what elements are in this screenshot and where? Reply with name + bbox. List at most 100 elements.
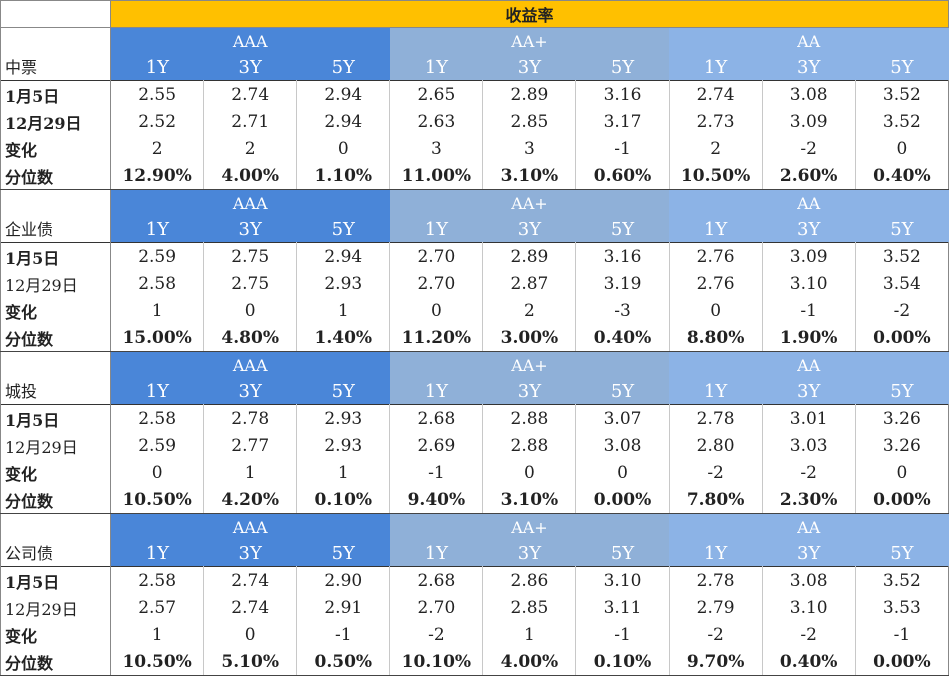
section-header-tenors: 1Y 3Y 5Y 1Y 3Y 5Y 1Y 3Y 5Y: [1, 216, 949, 243]
value-cell: 3.09: [762, 242, 856, 270]
value-cell: 0.10%: [296, 486, 391, 514]
value-cell: 2.76: [669, 270, 763, 297]
rating-group-label: AA+: [482, 513, 576, 540]
rating-group-band: [855, 351, 949, 378]
value-cell: 3.52: [855, 242, 950, 270]
rating-group-band: [296, 27, 390, 54]
tenor-label: 5Y: [575, 54, 670, 81]
value-cell: 2.74: [203, 80, 298, 108]
rating-group-label: AA+: [482, 27, 576, 54]
value-cell: 9.70%: [669, 648, 763, 676]
value-cell: -1: [575, 135, 670, 162]
row-date-current: 1月5日 2.55 2.74 2.94 2.65 2.89 3.16 2.74 3.08 3.52: [0, 80, 950, 108]
tenor-label: 3Y: [203, 54, 297, 81]
value-cell: 2.58: [110, 270, 205, 297]
value-cell: 0: [855, 459, 950, 486]
row-label: 12月29日: [0, 108, 112, 135]
tenor-label: 1Y: [669, 378, 763, 405]
tenor-label: 5Y: [575, 216, 670, 243]
section-header-groups: 中票 AAA AA+ AA: [0, 27, 949, 81]
row-label: 分位数: [0, 162, 112, 190]
value-cell: 2: [203, 135, 298, 162]
section-header-groups: 企业债 AAA AA+ AA: [0, 189, 949, 243]
row-change: 变化 1 0 -1 -2 1 -1 -2 -2 -1: [0, 621, 950, 648]
value-cell: -1: [762, 297, 856, 324]
rating-group-label: AA: [762, 189, 856, 216]
rating-group-label: AA: [762, 513, 856, 540]
value-cell: 0.10%: [575, 648, 670, 676]
value-cell: -1: [389, 459, 484, 486]
rating-group-label: AAA: [203, 351, 297, 378]
value-cell: 2.71: [203, 108, 298, 135]
row-date-previous: 12月29日 2.59 2.77 2.93 2.69 2.88 3.08 2.80 3.03 3.…: [0, 432, 950, 459]
rating-group-band: [855, 27, 949, 54]
tenor-label: 5Y: [855, 540, 949, 567]
tenor-label: 3Y: [762, 216, 856, 243]
value-cell: 2.73: [669, 108, 763, 135]
value-cell: 2.52: [110, 108, 205, 135]
rating-group-band: [389, 189, 483, 216]
value-cell: 0: [575, 459, 670, 486]
row-percentile: 分位数 10.50% 5.10% 0.50% 10.10% 4.00% 0.10% 9.70%…: [0, 648, 950, 676]
value-cell: 3.26: [855, 432, 950, 459]
tenor-label: 3Y: [482, 540, 576, 567]
row-date-previous: 12月29日 2.58 2.75 2.93 2.70 2.87 3.19 2.76 3.10 3.…: [0, 270, 950, 297]
value-cell: 2.89: [482, 242, 577, 270]
row-label: 12月29日: [0, 594, 112, 621]
value-cell: 2.93: [296, 432, 391, 459]
tenor-label: 3Y: [762, 378, 856, 405]
rating-group-band: [389, 27, 483, 54]
value-cell: 2.94: [296, 242, 391, 270]
value-cell: 0: [296, 135, 391, 162]
value-cell: 2.85: [482, 594, 577, 621]
value-cell: -2: [669, 459, 763, 486]
rating-group-label: AA: [762, 351, 856, 378]
value-cell: 2.94: [296, 80, 391, 108]
rating-group-band: [110, 189, 204, 216]
rating-group-band: [296, 189, 390, 216]
row-change: 变化 0 1 1 -1 0 0 -2 -2 0: [0, 459, 950, 486]
tenor-label: 3Y: [482, 216, 576, 243]
value-cell: 3.54: [855, 270, 950, 297]
value-cell: -1: [296, 621, 391, 648]
section-name: 城投: [0, 351, 112, 405]
rating-group-band: [575, 189, 670, 216]
row-label: 变化: [0, 621, 112, 648]
value-cell: -2: [669, 621, 763, 648]
row-percentile: 分位数 15.00% 4.80% 1.40% 11.20% 3.00% 0.40% 8.80%…: [0, 324, 950, 352]
value-cell: 4.00%: [203, 162, 298, 190]
section-header-tenors: 1Y 3Y 5Y 1Y 3Y 5Y 1Y 3Y 5Y: [1, 54, 949, 81]
value-cell: 2.70: [389, 270, 484, 297]
value-cell: 2.68: [389, 404, 484, 432]
value-cell: 3.52: [855, 80, 950, 108]
value-cell: 0.40%: [575, 324, 670, 352]
value-cell: 0.40%: [855, 162, 950, 190]
row-percentile: 分位数 12.90% 4.00% 1.10% 11.00% 3.10% 0.60% 10.50…: [0, 162, 950, 190]
tenor-label: 5Y: [296, 54, 390, 81]
section-header-groups: 公司债 AAA AA+ AA: [0, 513, 949, 567]
rating-group-band: [389, 513, 483, 540]
value-cell: 3: [389, 135, 484, 162]
value-cell: 3.00%: [482, 324, 577, 352]
rating-group-band: [575, 351, 670, 378]
value-cell: -3: [575, 297, 670, 324]
value-cell: -1: [855, 621, 950, 648]
value-cell: 2: [669, 135, 763, 162]
rating-group-label: AA+: [482, 189, 576, 216]
rating-group-band: [575, 513, 670, 540]
value-cell: 3.53: [855, 594, 950, 621]
value-cell: 3.52: [855, 566, 950, 594]
rating-group-band: [110, 351, 204, 378]
value-cell: 2.63: [389, 108, 484, 135]
rating-group-band: [296, 351, 390, 378]
row-change: 变化 1 0 1 0 2 -3 0 -1 -2: [0, 297, 950, 324]
tenor-label: 5Y: [575, 378, 670, 405]
rating-group-label: AA+: [482, 351, 576, 378]
row-label: 1月5日: [0, 80, 112, 108]
rating-group-band: [296, 513, 390, 540]
rating-group-band: [669, 513, 763, 540]
rating-group-band: [669, 27, 763, 54]
value-cell: 2.78: [669, 404, 763, 432]
row-label: 1月5日: [0, 566, 112, 594]
value-cell: 0.00%: [575, 486, 670, 514]
